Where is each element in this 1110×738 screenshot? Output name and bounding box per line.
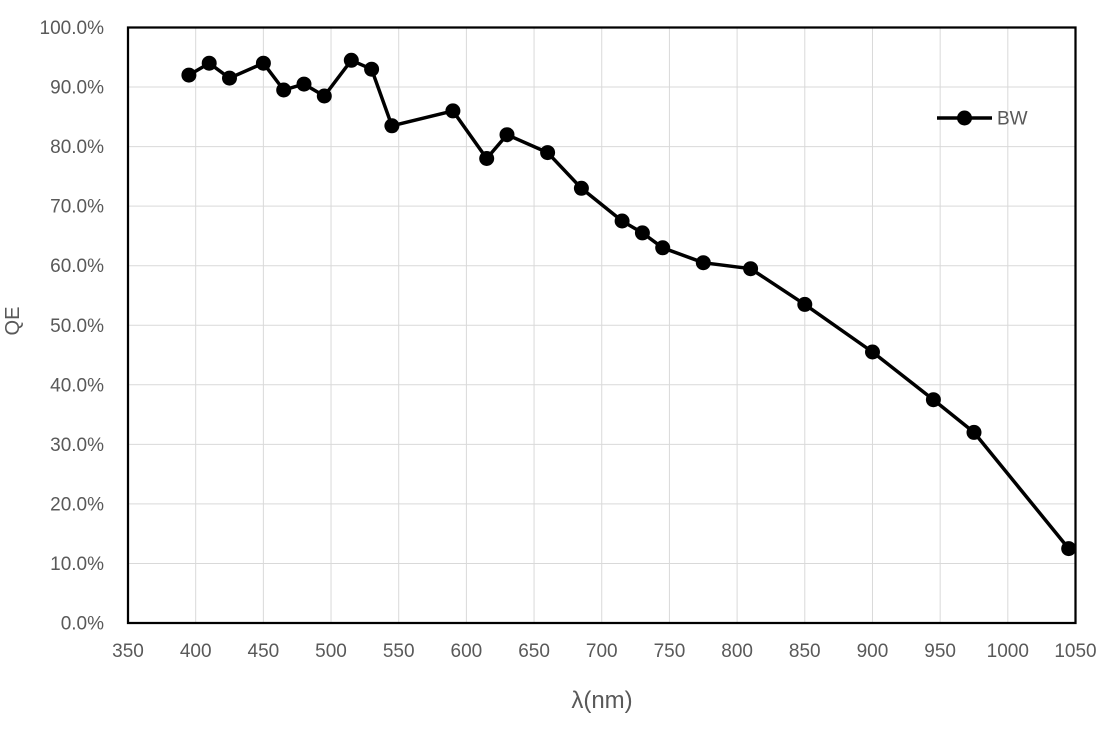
data-point-marker [925, 392, 941, 408]
y-tick-label: 0.0% [61, 614, 104, 635]
data-point-marker [296, 76, 312, 92]
y-tick-label: 10.0% [50, 554, 104, 575]
x-tick-label: 600 [451, 641, 483, 662]
series-line [188, 58, 1071, 550]
x-tick-label: 350 [112, 641, 144, 662]
y-axis-title: QE [2, 307, 24, 336]
data-point-marker [445, 103, 461, 119]
x-tick-label: 500 [315, 641, 347, 662]
x-tick-label: 700 [586, 641, 618, 662]
legend: BW [937, 109, 1028, 130]
data-point-marker [343, 52, 359, 68]
data-point-marker [255, 55, 271, 71]
y-tick-label: 70.0% [50, 197, 104, 218]
legend-marker-icon [957, 110, 972, 126]
data-point-marker [573, 180, 589, 196]
y-tick-label: 80.0% [50, 137, 104, 158]
data-point-marker [181, 67, 197, 83]
data-point-marker [316, 88, 332, 104]
x-tick-label: 1050 [1054, 641, 1096, 662]
data-point-marker [384, 118, 400, 134]
x-tick-label: 900 [857, 641, 889, 662]
x-tick-label: 750 [654, 641, 686, 662]
x-tick-label: 800 [721, 641, 753, 662]
y-tick-label: 40.0% [50, 375, 104, 396]
data-point-marker [695, 255, 711, 271]
data-point-marker [201, 55, 217, 71]
data-point-marker [1061, 541, 1077, 557]
y-tick-label: 50.0% [50, 316, 104, 337]
x-axis-tick-labels: 350 400 450 500 550 600 650 700 750 800 850 900 950 1… [112, 641, 1096, 662]
x-tick-label: 650 [518, 641, 550, 662]
series-bw [181, 52, 1077, 557]
data-point-marker [865, 344, 880, 360]
data-point-marker [743, 261, 759, 277]
data-point-marker [364, 61, 380, 77]
x-tick-label: 1000 [987, 641, 1029, 662]
plot-border [126, 26, 1077, 625]
data-point-marker [499, 127, 515, 143]
data-point-marker [634, 225, 650, 241]
y-tick-label: 90.0% [50, 78, 104, 99]
x-tick-label: 950 [924, 641, 956, 662]
data-point-marker [966, 424, 982, 440]
y-tick-label: 100.0% [40, 18, 105, 39]
data-point-marker [655, 240, 671, 256]
data-point-marker [222, 70, 237, 86]
data-point-marker [479, 151, 495, 166]
legend-label: BW [997, 109, 1028, 130]
x-tick-label: 550 [383, 641, 415, 662]
gridlines [128, 27, 1076, 623]
data-point-marker [614, 213, 630, 229]
data-point-marker [540, 145, 556, 161]
y-tick-label: 20.0% [50, 494, 104, 515]
data-point-marker [797, 296, 813, 312]
x-axis-title: λ(nm) [571, 687, 632, 714]
y-tick-label: 60.0% [50, 256, 104, 277]
y-axis-tick-labels: 0.0% 10.0% 20.0% 30.0% 40.0% 50.0% 60.0% 70.0% 8… [40, 18, 105, 635]
x-tick-label: 400 [180, 641, 212, 662]
x-tick-label: 450 [248, 641, 280, 662]
x-tick-label: 850 [789, 641, 821, 662]
y-tick-label: 30.0% [50, 435, 104, 456]
data-point-marker [276, 82, 292, 98]
